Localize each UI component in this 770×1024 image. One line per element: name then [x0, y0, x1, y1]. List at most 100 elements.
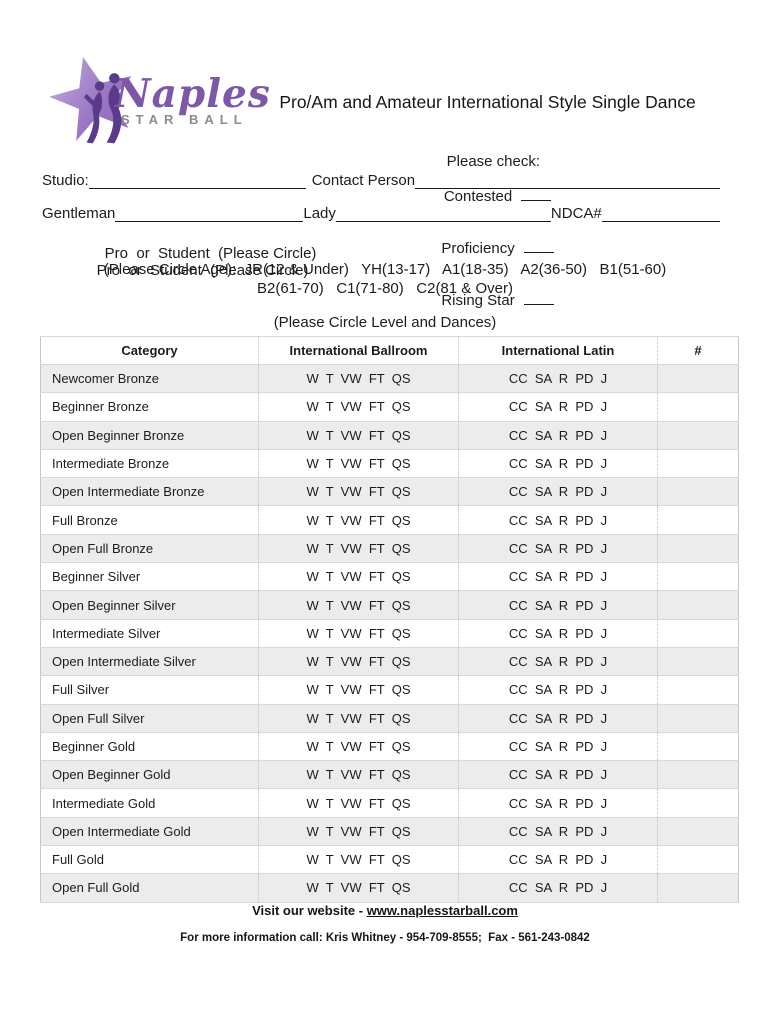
entry-count-cell[interactable]: [657, 675, 739, 705]
category-cell: Open Full Silver: [40, 703, 259, 733]
table-row: Full Bronze W T VW FT QS CC SA R PD J: [40, 505, 739, 535]
entry-count-cell[interactable]: [657, 363, 739, 394]
category-cell: Open Intermediate Bronze: [40, 477, 259, 507]
ballroom-dances-cell: W T VW FT QS: [258, 760, 459, 790]
entry-count-cell[interactable]: [657, 562, 739, 592]
rising-star-blank-field[interactable]: [523, 291, 554, 305]
category-cell: Beginner Bronze: [40, 392, 259, 422]
page-title: Pro/Am and Amateur International Style S…: [279, 92, 696, 112]
latin-dances-cell: CC SA R PD J: [458, 505, 658, 535]
ballroom-dances-cell: W T VW FT QS: [258, 646, 459, 677]
table-row: Full Silver W T VW FT QS CC SA R PD J: [40, 675, 739, 705]
latin-dances-cell: CC SA R PD J: [458, 363, 658, 394]
entry-count-cell[interactable]: [657, 845, 739, 875]
website-prefix: Visit our website -: [252, 903, 367, 918]
lady-field[interactable]: [335, 206, 551, 222]
entry-count-cell[interactable]: [657, 590, 739, 620]
latin-dances-cell: CC SA R PD J: [458, 477, 658, 507]
count-header: #: [657, 336, 739, 365]
table-row: Open Beginner Silver W T VW FT QS CC SA R …: [40, 590, 739, 620]
latin-dances-cell: CC SA R PD J: [458, 646, 658, 677]
entry-count-cell[interactable]: [657, 477, 739, 507]
entry-count-cell[interactable]: [657, 533, 739, 564]
latin-dances-cell: CC SA R PD J: [458, 703, 658, 733]
contact-info-line: For more information call: Kris Whitney …: [180, 932, 590, 944]
table-row: Open Intermediate Gold W T VW FT QS CC SA …: [40, 816, 739, 847]
entry-count-cell[interactable]: [657, 788, 739, 818]
table-row: Beginner Bronze W T VW FT QS CC SA R PD J: [40, 392, 739, 422]
proficiency-blank-field[interactable]: [523, 239, 554, 253]
entry-count-cell[interactable]: [657, 816, 739, 847]
latin-dances-cell: CC SA R PD J: [458, 675, 658, 705]
table-row: Intermediate Silver W T VW FT QS CC SA R P…: [40, 618, 739, 648]
ballroom-dances-cell: W T VW FT QS: [258, 420, 459, 450]
entry-count-cell[interactable]: [657, 731, 739, 762]
latin-dances-cell: CC SA R PD J: [458, 533, 658, 564]
studio-label: Studio:: [42, 172, 89, 189]
category-cell: Intermediate Gold: [40, 788, 259, 818]
ballroom-dances-cell: W T VW FT QS: [258, 533, 459, 564]
table-row: Beginner Gold W T VW FT QS CC SA R PD J: [40, 731, 739, 762]
category-cell: Intermediate Silver: [40, 618, 259, 648]
ballroom-header: International Ballroom: [258, 336, 459, 365]
proficiency-option: Proficiency: [416, 239, 554, 274]
ballroom-dances-cell: W T VW FT QS: [258, 505, 459, 535]
category-cell: Open Intermediate Gold: [40, 816, 259, 847]
gentleman-field[interactable]: [115, 206, 304, 222]
lady-label: Lady: [303, 205, 336, 222]
gentleman-lady-row: Gentleman Lady NDCA#: [42, 205, 720, 222]
entry-count-cell[interactable]: [657, 420, 739, 450]
ballroom-dances-cell: W T VW FT QS: [258, 562, 459, 592]
ballroom-dances-cell: W T VW FT QS: [258, 731, 459, 762]
table-row: Open Full Bronze W T VW FT QS CC SA R PD J: [40, 533, 739, 564]
category-cell: Open Full Bronze: [40, 533, 259, 564]
website-line: Visit our website - www.naplesstarball.c…: [0, 903, 770, 918]
studio-field[interactable]: [88, 173, 306, 189]
pro-student-note-right: Pro or Student (Please Circle): [96, 262, 309, 279]
table-header-row: Category International Ballroom Internat…: [40, 336, 739, 365]
website-link[interactable]: www.naplesstarball.com: [366, 903, 518, 918]
table-row: Newcomer Bronze W T VW FT QS CC SA R PD J: [40, 363, 739, 394]
ballroom-dances-cell: W T VW FT QS: [258, 477, 459, 507]
category-cell: Full Silver: [40, 675, 259, 705]
entry-count-cell[interactable]: [657, 448, 739, 479]
please-check-line: Please check: Contested Proficiency Risi…: [230, 136, 740, 343]
latin-dances-cell: CC SA R PD J: [458, 590, 658, 620]
entry-table: Category International Ballroom Internat…: [40, 336, 739, 903]
logo-wordmark: Naples STAR BALL: [115, 74, 271, 127]
age-circle-line-1: (Please Circle Age): JR(12 & Under) YH(1…: [103, 261, 667, 278]
ballroom-dances-cell: W T VW FT QS: [258, 845, 459, 875]
ndca-field[interactable]: [601, 206, 720, 222]
latin-dances-cell: CC SA R PD J: [458, 731, 658, 762]
category-cell: Beginner Gold: [40, 731, 259, 762]
table-row: Beginner Silver W T VW FT QS CC SA R PD J: [40, 562, 739, 592]
contested-blank-field[interactable]: [521, 187, 552, 201]
table-row: Open Intermediate Silver W T VW FT QS CC S…: [40, 646, 739, 677]
table-row: Full Gold W T VW FT QS CC SA R PD J: [40, 845, 739, 875]
entry-count-cell[interactable]: [657, 505, 739, 535]
table-row: Open Beginner Bronze W T VW FT QS CC SA R …: [40, 420, 739, 450]
studio-contact-row: Studio: Contact Person: [42, 172, 720, 189]
contact-person-field[interactable]: [415, 173, 720, 189]
entry-count-cell[interactable]: [657, 703, 739, 733]
category-cell: Open Beginner Gold: [40, 760, 259, 790]
ballroom-dances-cell: W T VW FT QS: [258, 788, 459, 818]
entry-count-cell[interactable]: [657, 646, 739, 677]
latin-dances-cell: CC SA R PD J: [458, 562, 658, 592]
ballroom-dances-cell: W T VW FT QS: [258, 816, 459, 847]
pro-student-row: Pro or Student (Please Circle) Pro or St…: [42, 228, 317, 296]
ballroom-dances-cell: W T VW FT QS: [258, 618, 459, 648]
category-cell: Beginner Silver: [40, 562, 259, 592]
logo-subtitle-text: STAR BALL: [121, 111, 248, 127]
ballroom-dances-cell: W T VW FT QS: [258, 873, 459, 903]
table-row: Open Beginner Gold W T VW FT QS CC SA R PD…: [40, 760, 739, 790]
age-circle-line-2: B2(61-70) C1(71-80) C2(81 & Over): [257, 280, 513, 297]
entry-count-cell[interactable]: [657, 873, 739, 903]
entry-count-cell[interactable]: [657, 618, 739, 648]
entry-count-cell[interactable]: [657, 392, 739, 422]
ballroom-dances-cell: W T VW FT QS: [258, 675, 459, 705]
gentleman-label: Gentleman: [42, 205, 116, 222]
contested-option: Contested: [419, 187, 552, 222]
entry-count-cell[interactable]: [657, 760, 739, 790]
